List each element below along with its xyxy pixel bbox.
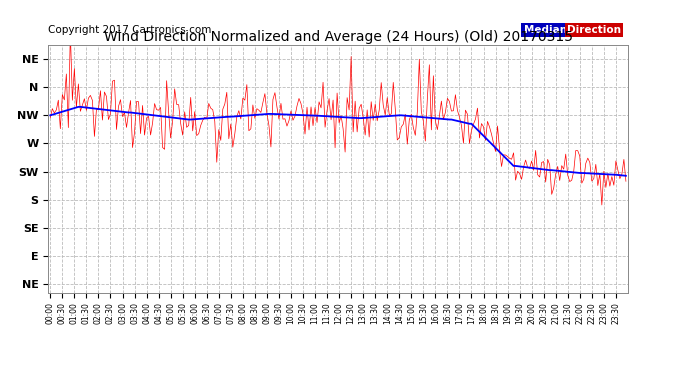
Text: Median: Median: [524, 25, 566, 35]
Text: Direction: Direction: [567, 25, 621, 35]
Title: Wind Direction Normalized and Average (24 Hours) (Old) 20170315: Wind Direction Normalized and Average (2…: [104, 30, 573, 44]
Text: Copyright 2017 Cartronics.com: Copyright 2017 Cartronics.com: [48, 25, 212, 35]
